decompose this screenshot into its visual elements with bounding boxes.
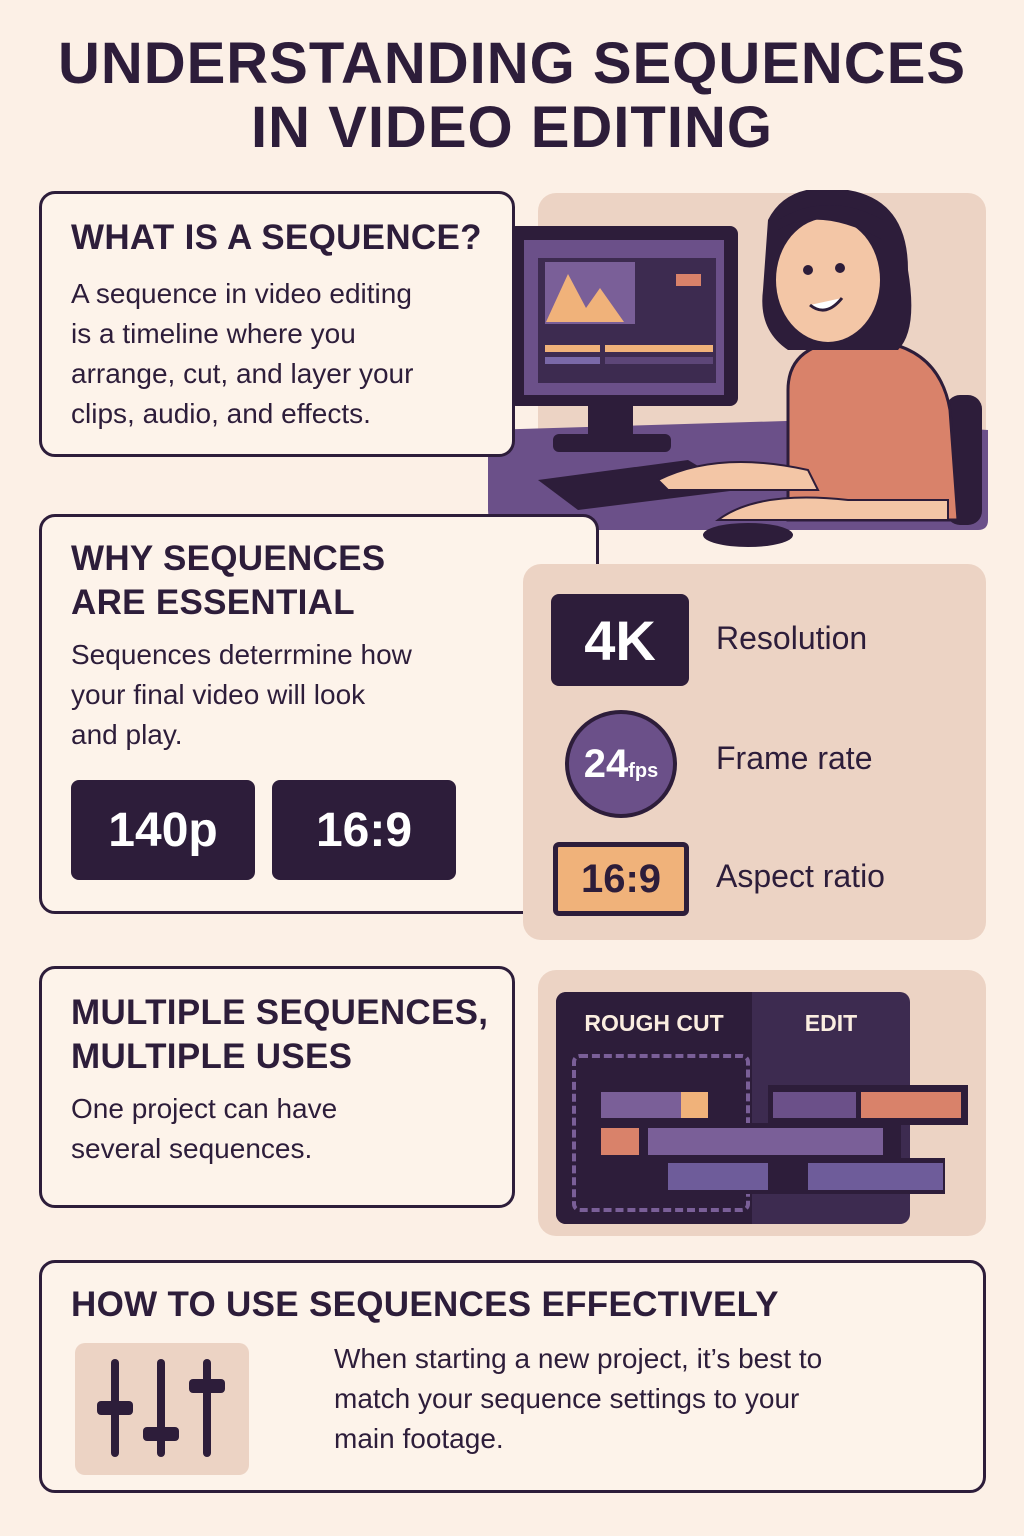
fps-badge: 24 fps bbox=[565, 710, 677, 818]
setting-label: Aspect ratio bbox=[716, 858, 885, 894]
card-title: WHAT IS A SEQUENCE? bbox=[71, 218, 482, 257]
card-title: WHY SEQUENCES bbox=[71, 539, 386, 578]
tab-rough-cut[interactable]: ROUGH CUT bbox=[584, 1009, 724, 1036]
timeline-panel: ROUGH CUT EDIT bbox=[538, 970, 986, 1236]
tab-edit[interactable]: EDIT bbox=[804, 1009, 858, 1036]
body-line: clips, audio, and effects. bbox=[71, 398, 371, 429]
card-title: HOW TO USE SEQUENCES EFFECTIVELY bbox=[71, 1285, 779, 1324]
card-title: MULTIPLE SEQUENCES, bbox=[71, 993, 489, 1032]
editor-illustration bbox=[488, 190, 988, 547]
body-line: A sequence in video editing bbox=[71, 278, 412, 309]
settings-panel: 4K Resolution 24 fps Frame rate 16:9 Aspe… bbox=[523, 564, 986, 940]
body-line: and play. bbox=[71, 719, 183, 750]
body-line: One project can have bbox=[71, 1093, 338, 1124]
setting-label: Frame rate bbox=[716, 740, 873, 776]
4k-badge: 4K bbox=[551, 594, 689, 686]
body-line: match your sequence settings to your bbox=[334, 1383, 800, 1414]
timeline-clips bbox=[596, 1085, 968, 1194]
body-line: arrange, cut, and layer your bbox=[71, 358, 414, 389]
body-line: is a timeline where you bbox=[71, 318, 356, 349]
page-title: UNDERSTANDING SEQUENCES IN VIDEO EDITING bbox=[0, 32, 1024, 160]
aspect-chip: 16:9 bbox=[272, 780, 456, 880]
title-line: IN VIDEO EDITING bbox=[251, 95, 773, 160]
aspect-badge: 16:9 bbox=[553, 842, 689, 916]
multiple-sequences-card: MULTIPLE SEQUENCES, MULTIPLE USES One pro… bbox=[39, 966, 515, 1208]
how-to-use-card: HOW TO USE SEQUENCES EFFECTIVELY When st… bbox=[39, 1260, 986, 1493]
body-line: several sequences. bbox=[71, 1133, 313, 1164]
body-line: your final video will look bbox=[71, 679, 366, 710]
fps-value: 24 bbox=[583, 741, 629, 786]
resolution-chip: 140p bbox=[71, 780, 255, 880]
title-line: UNDERSTANDING SEQUENCES bbox=[57, 31, 967, 96]
what-is-sequence-card: WHAT IS A SEQUENCE? A sequence in video … bbox=[39, 191, 515, 457]
body-line: main footage. bbox=[334, 1423, 504, 1454]
fps-unit: fps bbox=[628, 759, 659, 782]
body-line: Sequences deterrmine how bbox=[71, 639, 412, 670]
sliders-icon bbox=[75, 1343, 249, 1475]
card-title: MULTIPLE USES bbox=[71, 1037, 353, 1076]
setting-label: Resolution bbox=[716, 620, 868, 656]
card-title: ARE ESSENTIAL bbox=[71, 583, 355, 622]
why-essential-card: WHY SEQUENCES ARE ESSENTIAL Sequences det… bbox=[39, 514, 599, 914]
body-line: When starting a new project, it’s best t… bbox=[334, 1343, 823, 1374]
